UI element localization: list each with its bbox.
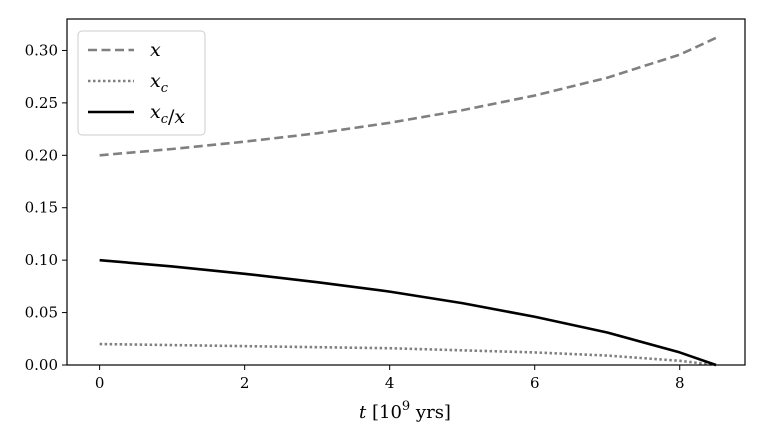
- legend-label: xc: [150, 70, 169, 96]
- legend-label: xc/x: [150, 101, 185, 128]
- y-tick-label: 0.25: [25, 94, 58, 112]
- x-tick-label: 8: [675, 374, 685, 392]
- y-tick-label: 0.00: [25, 356, 58, 374]
- legend-label: x: [150, 39, 161, 61]
- plot-area: [66, 18, 746, 367]
- series-line-2: [99, 258, 717, 367]
- y-tick-label: 0.15: [25, 199, 58, 217]
- y-tick-label: 0.20: [25, 146, 58, 164]
- plot-frame: [66, 18, 746, 366]
- x-tick-label: 0: [95, 374, 105, 392]
- series-line-1: [99, 342, 717, 367]
- series-line-0: [99, 36, 717, 157]
- x-tick-label: 6: [530, 374, 540, 392]
- x-axis-ticks: 0 2 4 6 8: [95, 365, 685, 392]
- y-axis-ticks: 0.00 0.05 0.10 0.15 0.20 0.25 0.30: [25, 41, 67, 374]
- y-tick-label: 0.10: [25, 251, 58, 269]
- y-tick-label: 0.30: [25, 41, 58, 59]
- x-tick-label: 2: [240, 374, 250, 392]
- legend: x xc xc/x: [77, 30, 206, 136]
- legend-box: [77, 30, 206, 136]
- x-tick-label: 4: [385, 374, 395, 392]
- y-tick-label: 0.05: [25, 304, 58, 322]
- x-axis-label: t [109 yrs]: [359, 399, 451, 423]
